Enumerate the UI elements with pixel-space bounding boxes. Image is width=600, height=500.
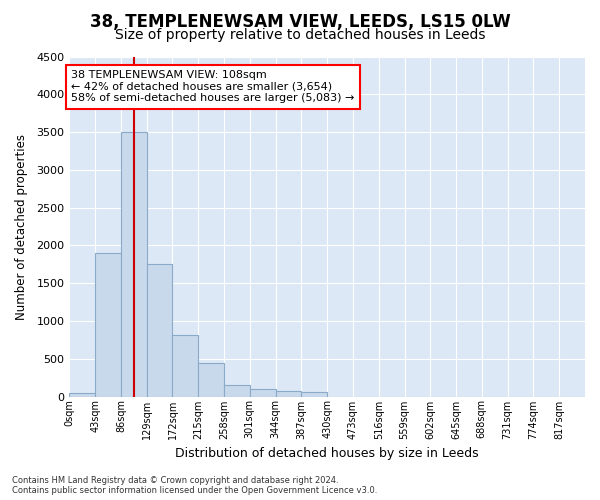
Bar xyxy=(121,132,146,396)
Bar xyxy=(224,385,250,396)
Y-axis label: Number of detached properties: Number of detached properties xyxy=(15,134,28,320)
Bar xyxy=(275,391,301,396)
Bar xyxy=(198,362,224,396)
Text: Contains HM Land Registry data © Crown copyright and database right 2024.
Contai: Contains HM Land Registry data © Crown c… xyxy=(12,476,377,495)
Text: Size of property relative to detached houses in Leeds: Size of property relative to detached ho… xyxy=(115,28,485,42)
Bar xyxy=(172,334,198,396)
Bar xyxy=(95,253,121,396)
Bar xyxy=(301,392,327,396)
Bar xyxy=(146,264,172,396)
Bar xyxy=(70,392,95,396)
Bar xyxy=(250,389,275,396)
X-axis label: Distribution of detached houses by size in Leeds: Distribution of detached houses by size … xyxy=(175,447,479,460)
Text: 38, TEMPLENEWSAM VIEW, LEEDS, LS15 0LW: 38, TEMPLENEWSAM VIEW, LEEDS, LS15 0LW xyxy=(89,12,511,30)
Text: 38 TEMPLENEWSAM VIEW: 108sqm
← 42% of detached houses are smaller (3,654)
58% of: 38 TEMPLENEWSAM VIEW: 108sqm ← 42% of de… xyxy=(71,70,355,103)
